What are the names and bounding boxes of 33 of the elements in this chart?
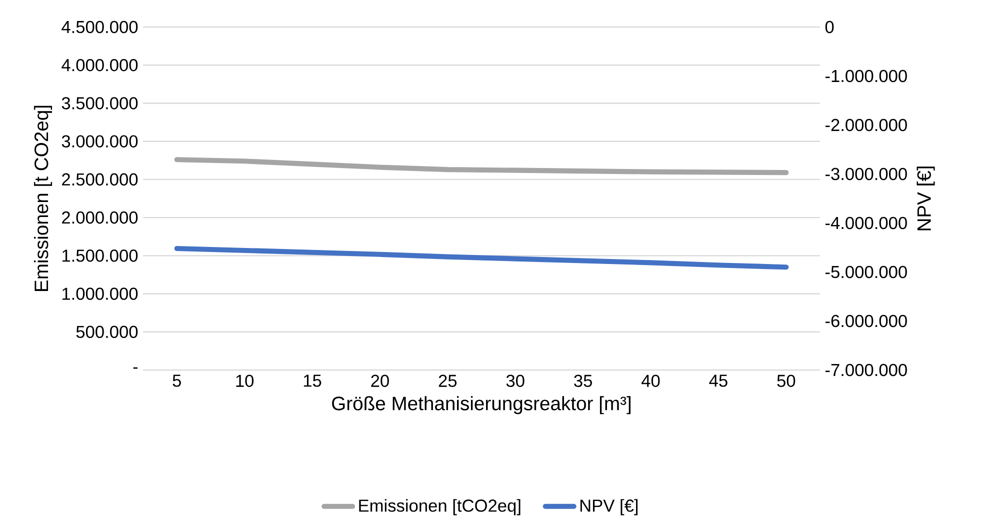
x-axis-title: Größe Methanisierungsreaktor [m³] xyxy=(332,396,631,414)
x-tick-label: 15 xyxy=(304,374,322,387)
y-tick-label: 1.500.000 xyxy=(62,250,138,262)
y-axis-title: Emissionen [t CO2eq] xyxy=(34,106,52,291)
x-tick-label: 35 xyxy=(574,374,592,387)
y2-tick-label: -1.000.000 xyxy=(826,70,907,82)
y2-tick-label: -3.000.000 xyxy=(826,168,907,180)
legend-label: NPV [€] xyxy=(580,499,638,516)
x-tick-label: 50 xyxy=(777,374,796,387)
y-tick-label: 4.000.000 xyxy=(62,58,138,72)
y-tick-label: 3.500.000 xyxy=(62,97,138,110)
x-tick-label: 20 xyxy=(371,374,389,387)
y-tick-label: 4.500.000 xyxy=(62,20,138,34)
y2-tick-label: -5.000.000 xyxy=(826,266,907,278)
y-tick-label: 1.000.000 xyxy=(62,288,138,300)
x-tick-label: 25 xyxy=(438,374,457,387)
y-tick-label: 500.000 xyxy=(76,326,138,338)
y2-tick-label: 0 xyxy=(825,20,834,34)
x-tick-label: 45 xyxy=(709,374,728,387)
y-tick-label: 3.000.000 xyxy=(62,135,138,148)
y2-tick-label: -7.000.000 xyxy=(826,364,907,376)
legend-label: Emissionen [tCO2eq] xyxy=(359,499,520,516)
y2-tick-label: -2.000.000 xyxy=(826,118,907,132)
y-tick-label: 2.500.000 xyxy=(62,173,138,186)
y-tick-label: 2.000.000 xyxy=(62,211,138,224)
x-tick-label: 30 xyxy=(506,374,524,387)
y-tick-label: - xyxy=(133,367,138,369)
x-tick-label: 10 xyxy=(236,374,254,387)
y2-tick-label: -4.000.000 xyxy=(826,216,907,230)
y2-tick-label: -6.000.000 xyxy=(826,314,907,328)
x-tick-label: 40 xyxy=(642,374,660,387)
x-tick-label: 5 xyxy=(172,374,181,387)
y2-axis-title: NPV [€] xyxy=(916,166,935,230)
